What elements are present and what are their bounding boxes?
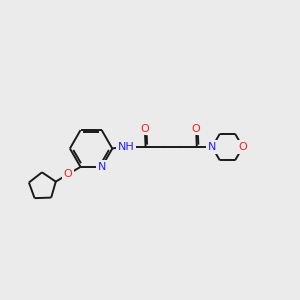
Text: O: O bbox=[141, 124, 149, 134]
Text: O: O bbox=[238, 142, 247, 152]
Text: O: O bbox=[64, 169, 73, 179]
Text: O: O bbox=[192, 124, 201, 134]
Text: N: N bbox=[98, 162, 106, 172]
Text: NH: NH bbox=[118, 142, 135, 152]
Text: N: N bbox=[208, 142, 216, 152]
